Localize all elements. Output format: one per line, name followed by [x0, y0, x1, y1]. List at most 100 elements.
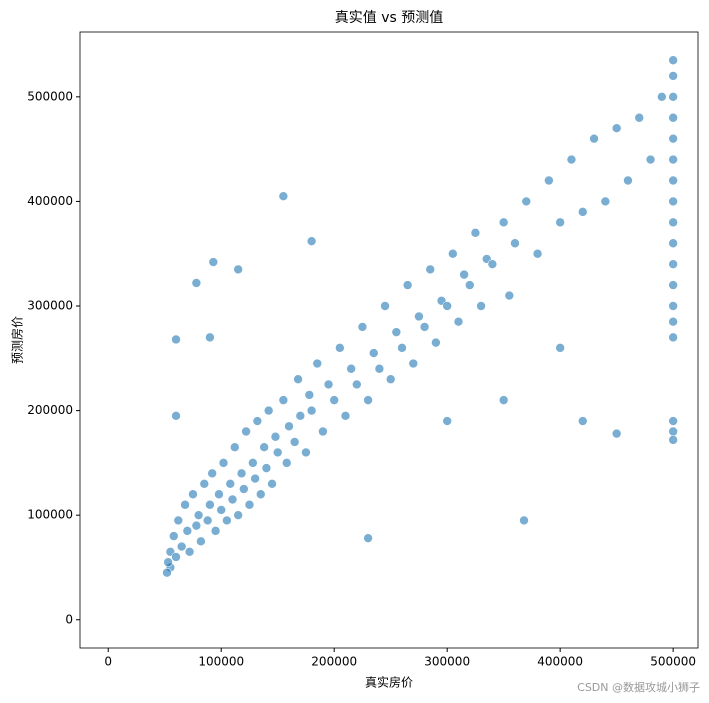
y-tick-label: 500000 [27, 89, 73, 103]
y-tick-label: 100000 [27, 508, 73, 522]
point [668, 316, 678, 327]
point [263, 405, 274, 416]
point [191, 520, 202, 531]
chart-title: 真实值 vs 预测值 [335, 10, 443, 26]
point [397, 343, 407, 353]
point [611, 428, 622, 439]
x-tick-label: 100000 [198, 655, 244, 669]
point [208, 257, 219, 267]
point [645, 154, 656, 165]
point [668, 238, 678, 249]
point [259, 442, 269, 452]
point [267, 479, 277, 489]
point [391, 327, 402, 337]
point [193, 510, 204, 520]
point [459, 269, 469, 280]
point [544, 175, 554, 186]
point [519, 515, 529, 526]
point [250, 473, 260, 484]
point [589, 133, 599, 144]
point [196, 536, 206, 547]
point [229, 442, 240, 452]
y-tick-label: 0 [65, 612, 73, 626]
point [227, 494, 238, 505]
point [577, 207, 588, 217]
point [261, 463, 272, 473]
point [278, 395, 289, 405]
point [244, 499, 255, 510]
point [335, 343, 345, 353]
point [566, 154, 577, 165]
point [668, 416, 678, 426]
point [498, 217, 509, 228]
y-axis-label: 预测房价 [10, 316, 25, 364]
point [312, 358, 323, 369]
point [374, 363, 385, 374]
point [470, 228, 481, 238]
point [162, 567, 172, 578]
point [202, 515, 213, 526]
point [272, 447, 283, 458]
plot-frame [79, 31, 699, 649]
point [363, 395, 373, 405]
point [521, 196, 532, 207]
point [346, 363, 356, 374]
point [163, 557, 173, 568]
point [414, 311, 424, 322]
point [225, 479, 236, 489]
point [352, 379, 362, 390]
point [623, 175, 633, 186]
point [611, 123, 622, 134]
point [634, 112, 645, 123]
point [448, 248, 458, 259]
point [182, 526, 193, 536]
point [668, 55, 678, 66]
point [306, 236, 317, 246]
point [577, 416, 588, 426]
point [453, 316, 464, 327]
point [171, 552, 181, 562]
point [248, 458, 258, 468]
point [668, 154, 678, 165]
point [255, 489, 266, 500]
point [657, 92, 667, 102]
point [668, 259, 678, 269]
point [431, 337, 441, 348]
point [668, 92, 678, 102]
point [323, 379, 334, 390]
point [476, 301, 486, 311]
point [207, 468, 217, 479]
point [668, 280, 678, 290]
x-tick-label: 500000 [650, 655, 696, 669]
point [168, 531, 179, 541]
point [293, 374, 303, 385]
point [284, 421, 294, 432]
point [600, 196, 611, 207]
x-tick-label: 400000 [537, 655, 583, 669]
x-tick-label: 200000 [311, 655, 357, 669]
point [216, 505, 227, 515]
point [510, 238, 520, 249]
point [281, 458, 292, 468]
point [487, 259, 498, 269]
point [239, 484, 249, 494]
point [668, 217, 678, 228]
point [176, 541, 187, 552]
point [464, 280, 475, 290]
point [408, 358, 419, 369]
point [668, 435, 678, 445]
point [368, 348, 379, 358]
point [668, 196, 678, 207]
point [205, 499, 215, 510]
point [306, 405, 317, 416]
point [295, 411, 306, 421]
x-tick-label: 300000 [424, 655, 470, 669]
point [171, 334, 181, 345]
point [222, 515, 232, 526]
point [218, 458, 229, 468]
point [668, 332, 678, 343]
point [555, 343, 565, 353]
point [184, 546, 195, 557]
point [270, 431, 281, 442]
